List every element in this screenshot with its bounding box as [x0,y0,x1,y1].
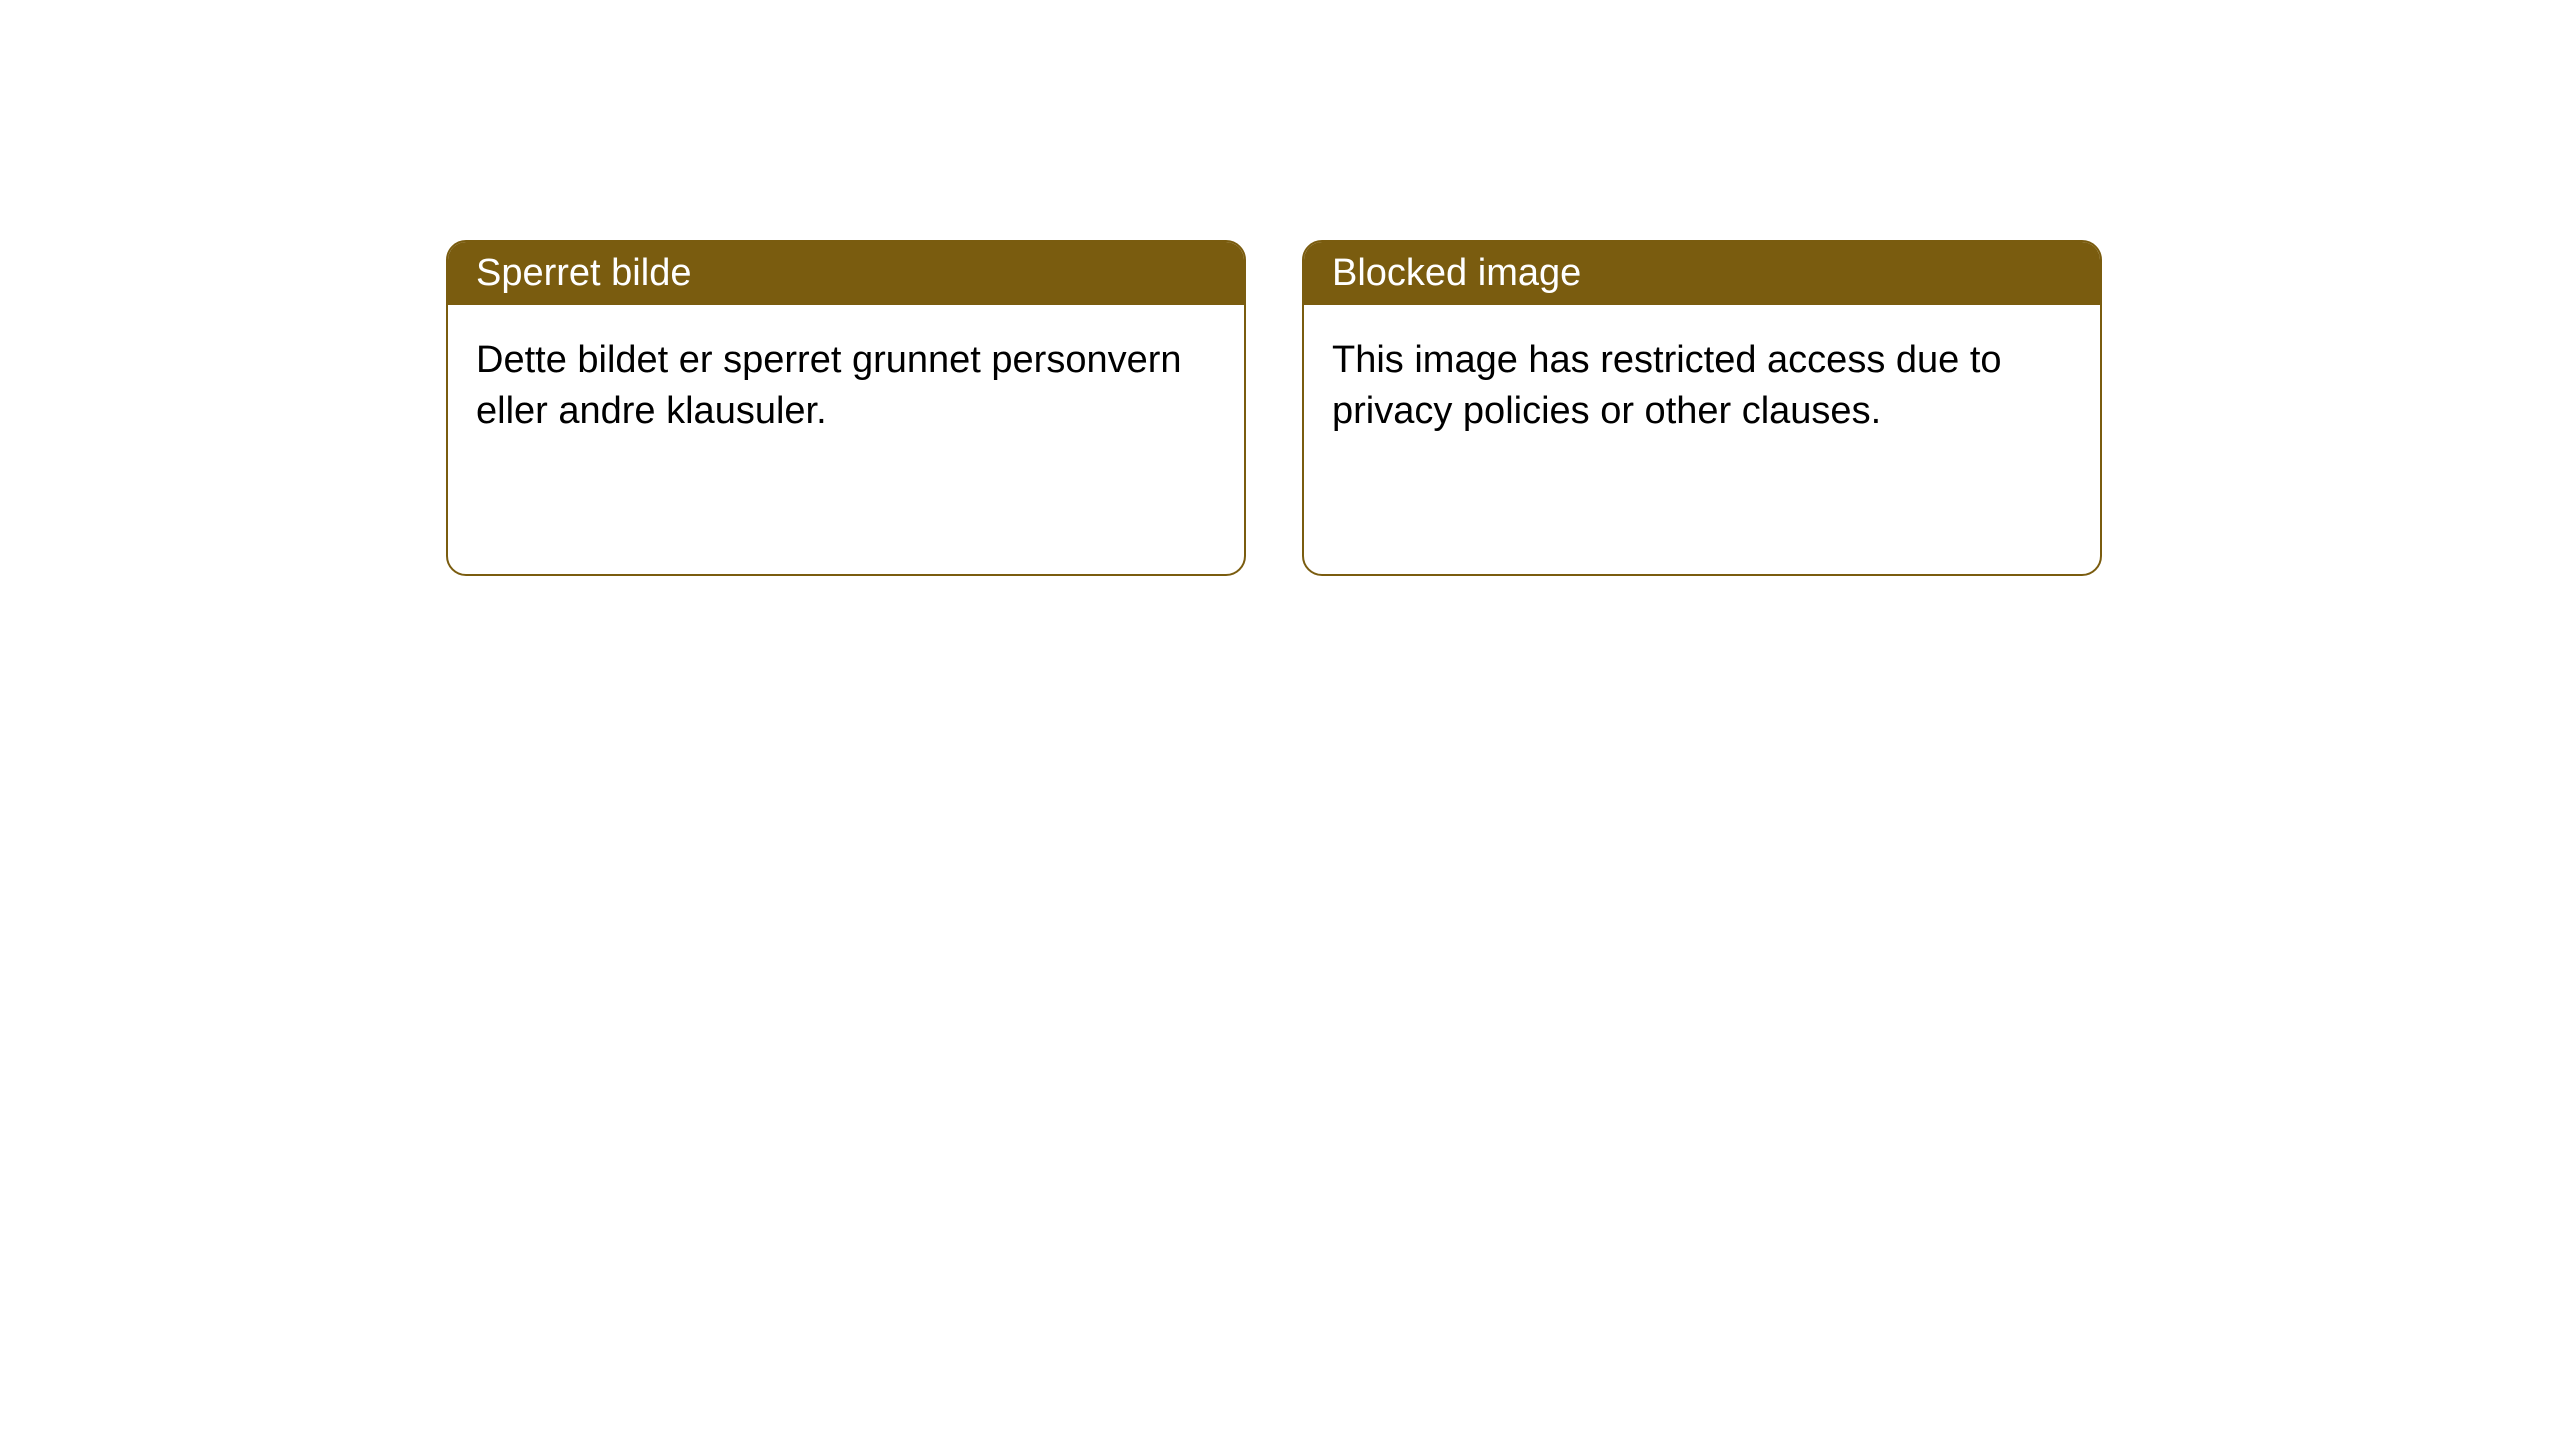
notice-title-en: Blocked image [1304,242,2100,305]
notice-card-no: Sperret bilde Dette bildet er sperret gr… [446,240,1246,576]
notice-title-no: Sperret bilde [448,242,1244,305]
notice-container: Sperret bilde Dette bildet er sperret gr… [0,0,2560,576]
notice-card-en: Blocked image This image has restricted … [1302,240,2102,576]
notice-body-no: Dette bildet er sperret grunnet personve… [448,305,1244,468]
notice-body-en: This image has restricted access due to … [1304,305,2100,468]
